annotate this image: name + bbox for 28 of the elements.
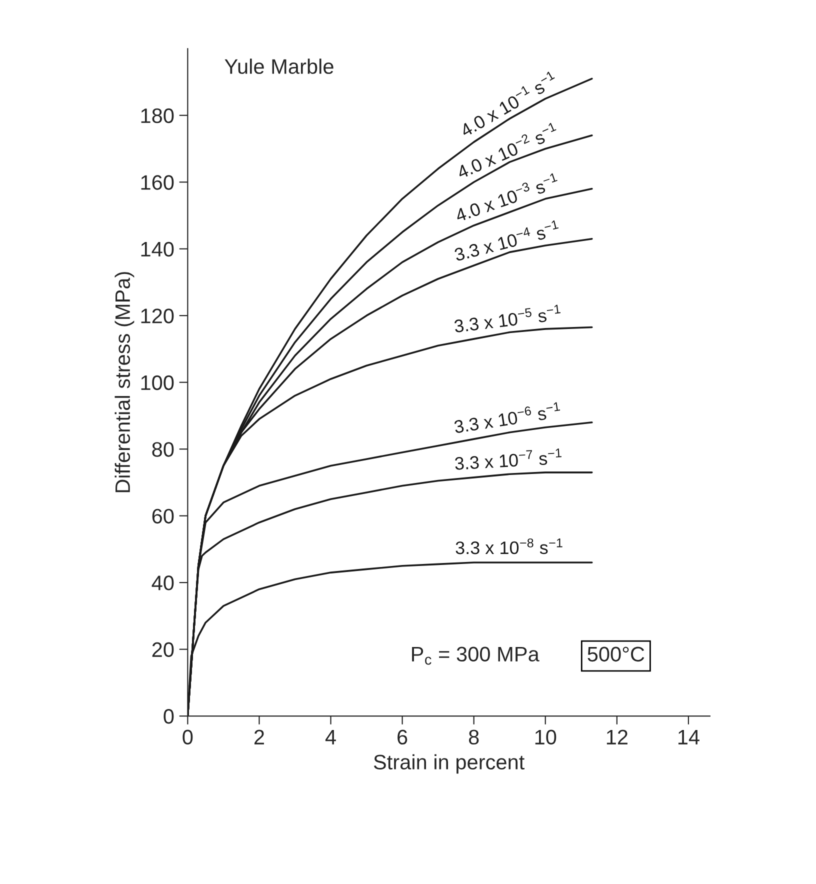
y-tick-label: 160 [141,175,174,190]
x-tick-label: 4 [325,730,336,744]
y-tick-label: 40 [152,576,174,590]
y-tick-label: 80 [152,442,174,457]
y-tick-label: 100 [141,375,174,390]
x-tick-label: 2 [254,730,264,744]
chart-title: Yule Marble [224,58,334,74]
text: 3.3 x 10$^{−5}$ s$^{−1}$ [454,304,562,333]
y-tick-label: 20 [152,642,174,658]
x-tick-label: 6 [398,730,408,745]
y-tick-label: 60 [152,508,174,524]
annotation: P$_{c}$ = 300 MPa [412,646,540,665]
y-axis-title: Differential stress (MPa) [114,272,134,492]
text: 3.3 x 10$^{−4}$ s$^{−1}$ [454,220,559,262]
series-label: 3.3 x 10$^{−8}$ s$^{−1}$ [456,538,562,554]
y-tick-label: 120 [141,308,174,324]
series-label: 3.3 x 10$^{−7}$ s$^{−1}$ [454,448,562,470]
x-tick-label: 14 [678,730,700,744]
y-tick-label: 0 [164,709,174,724]
x-tick-label: 10 [535,730,556,745]
x-tick-label: 0 [182,730,193,745]
annotation: 500°C [588,646,644,662]
x-tick-label: 12 [606,730,628,744]
x-tick-label: 8 [468,730,479,745]
y-tick-label: 140 [141,242,174,257]
text: 3.3 x 10$^{−6}$ s$^{−1}$ [453,402,562,434]
y-tick-label: 180 [141,108,174,124]
x-axis-title: Strain in percent [374,754,525,774]
